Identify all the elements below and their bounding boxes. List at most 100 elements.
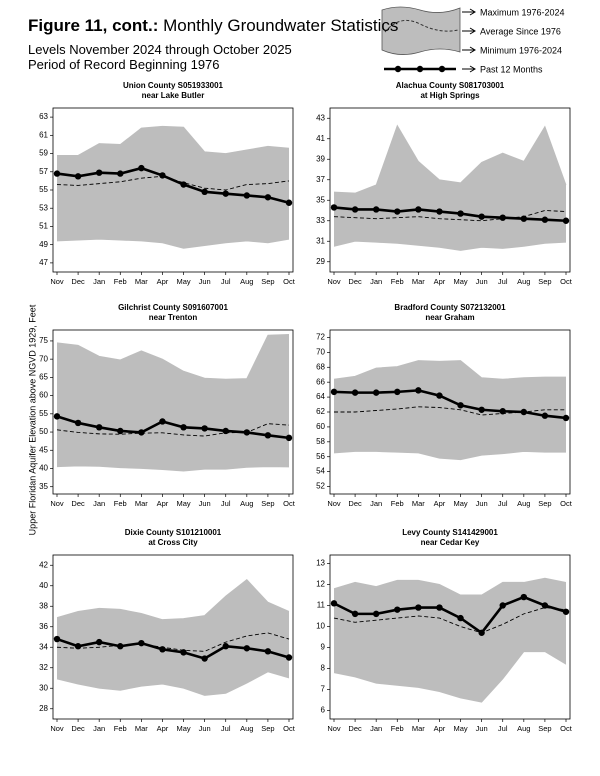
x-tick-label: Dec [71, 724, 85, 733]
range-band [334, 578, 566, 703]
x-tick-label: Nov [327, 277, 341, 286]
past-point [159, 418, 166, 425]
y-tick-label: 61 [39, 130, 48, 139]
y-tick-label: 38 [39, 601, 48, 610]
x-tick-label: Sep [261, 499, 274, 508]
figure-title: Figure 11, cont.: Monthly Groundwater St… [28, 16, 398, 36]
y-tick-label: 35 [39, 482, 48, 491]
x-tick-label: Nov [327, 724, 341, 733]
x-tick-label: May [453, 724, 467, 733]
panel-title: Bradford County S072132001 [394, 303, 506, 312]
y-tick-label: 37 [316, 175, 325, 184]
band-edge [333, 360, 566, 380]
past-point [415, 387, 422, 394]
y-tick-label: 40 [39, 464, 48, 473]
y-tick-label: 28 [39, 704, 48, 713]
past-point [95, 424, 103, 431]
past-point [457, 614, 464, 622]
past-line [56, 415, 290, 440]
x-tick-label: Nov [50, 499, 64, 508]
x-tick-label: Oct [560, 277, 573, 286]
x-tick-label: Nov [327, 499, 341, 508]
past-point [520, 215, 528, 222]
x-tick-label: May [176, 499, 190, 508]
panel-title: Alachua County S081703001 [396, 81, 505, 90]
range-band [334, 360, 566, 460]
range-band [57, 579, 289, 696]
y-tick-label: 32 [39, 663, 48, 672]
past-point [372, 610, 380, 618]
y-tick-label: 29 [316, 257, 325, 266]
y-tick-label: 33 [316, 216, 325, 225]
x-tick-label: Jul [221, 724, 231, 733]
panel-title: Gilchrist County S091607001 [118, 303, 228, 312]
x-tick-label: Sep [261, 724, 274, 733]
y-tick-label: 66 [316, 377, 325, 386]
y-tick-label: 63 [39, 112, 48, 121]
y-tick-label: 60 [316, 422, 325, 431]
past-point [95, 169, 103, 176]
past-point [394, 388, 401, 396]
past-line [56, 166, 290, 205]
past-line [333, 389, 567, 420]
past-point [541, 412, 549, 419]
x-tick-label: Jan [93, 277, 105, 286]
x-tick-label: May [453, 499, 467, 508]
band-edge [333, 451, 566, 461]
x-tick-label: Jan [93, 499, 105, 508]
band-edge [56, 333, 290, 380]
y-tick-label: 7 [321, 685, 326, 694]
past-point [351, 610, 359, 618]
x-tick-label: Jun [199, 277, 211, 286]
x-tick-label: Jun [199, 724, 211, 733]
range-band [57, 334, 289, 472]
x-tick-label: Aug [517, 724, 530, 733]
past-point [95, 638, 103, 646]
past-point [372, 389, 380, 396]
x-tick-label: Apr [157, 724, 169, 733]
past-point [138, 164, 145, 172]
past-point [117, 427, 124, 435]
band-edge [56, 671, 290, 696]
past-point [243, 192, 251, 199]
plot-frame [52, 554, 294, 720]
x-tick-label: Mar [135, 499, 148, 508]
past-point [520, 408, 528, 416]
y-tick-label: 10 [316, 622, 325, 631]
band-edge [333, 651, 567, 703]
y-tick-label: 43 [316, 113, 325, 122]
band-edge [57, 125, 290, 156]
y-tick-label: 31 [316, 236, 325, 245]
past-point [562, 217, 570, 224]
past-point [285, 434, 293, 442]
past-point [74, 173, 82, 180]
x-tick-label: Oct [283, 277, 296, 286]
y-tick-label: 68 [316, 362, 325, 371]
legend-label: Past 12 Months [480, 64, 543, 74]
x-tick-label: Oct [560, 499, 573, 508]
x-tick-label: Mar [412, 277, 425, 286]
x-tick-label: Jul [221, 499, 231, 508]
y-tick-label: 55 [39, 185, 48, 194]
x-tick-label: Jan [370, 724, 382, 733]
y-axis-label: Upper Floridan Aquifer Elevation above N… [27, 304, 37, 535]
figure-name: Monthly Groundwater Statistics [163, 16, 399, 35]
x-tick-label: May [176, 724, 190, 733]
subtitle: Period of Record Beginning 1976 [28, 57, 220, 72]
band-edge [56, 465, 290, 472]
past-point [222, 190, 229, 197]
x-tick-label: Mar [412, 724, 425, 733]
past-point [264, 432, 272, 439]
past-point [243, 645, 251, 652]
past-point [180, 181, 187, 188]
y-tick-label: 52 [316, 482, 325, 491]
past-point [138, 429, 145, 436]
average-line [333, 607, 567, 634]
past-point [159, 646, 166, 653]
x-tick-label: Dec [71, 499, 85, 508]
panel-subtitle: at Cross City [148, 538, 198, 547]
y-tick-label: 70 [39, 354, 48, 363]
x-tick-label: Jun [476, 499, 488, 508]
